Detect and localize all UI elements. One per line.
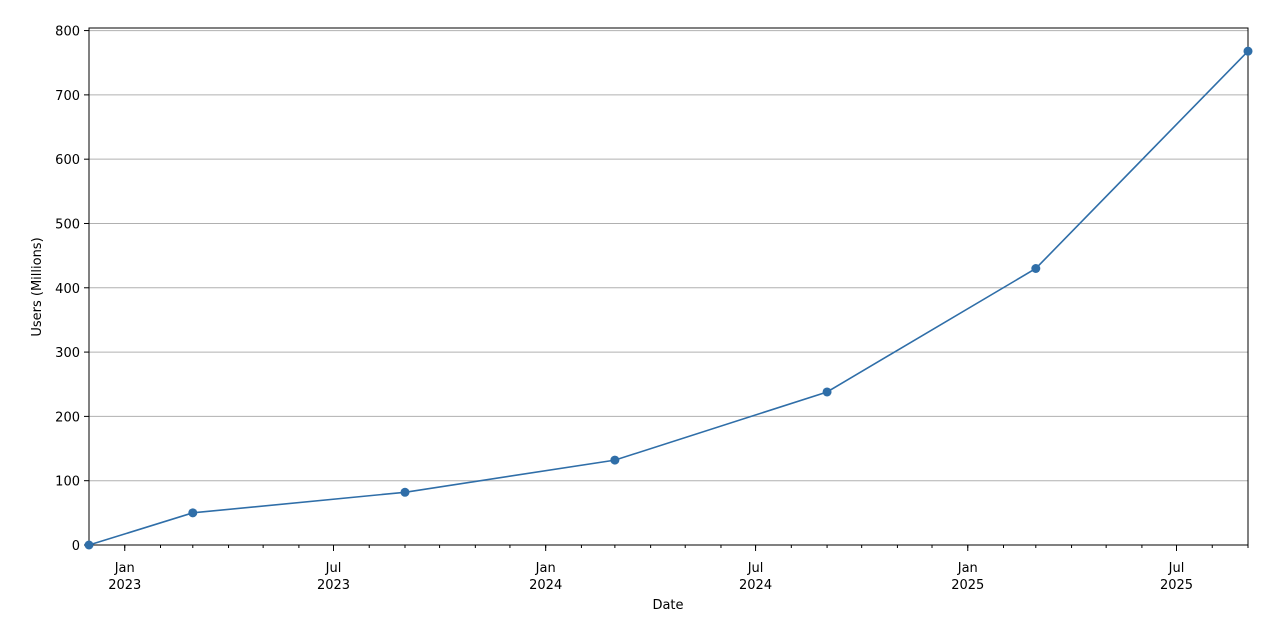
x-tick-label: Jul 2024 — [739, 561, 772, 593]
x-tick-label: Jan 2024 — [529, 561, 562, 593]
x-tick-label: Jul 2025 — [1160, 561, 1193, 593]
plot-frame — [88, 27, 1249, 546]
x-axis-label: Date — [652, 598, 683, 613]
y-tick-label: 500 — [55, 217, 80, 232]
y-tick-label: 100 — [55, 475, 80, 490]
y-tick-label: 0 — [72, 539, 80, 554]
y-tick-label: 800 — [55, 25, 80, 40]
point — [822, 387, 832, 397]
y-axis-label: Users (Millions) — [30, 237, 45, 336]
point — [400, 487, 410, 497]
line — [88, 50, 1249, 546]
x-tick-label: Jul 2023 — [317, 561, 350, 593]
x-tick-label: Jan 2023 — [108, 561, 141, 593]
y-tick-label: 600 — [55, 153, 80, 168]
y-tick-label: 700 — [55, 89, 80, 104]
y-tick-label: 400 — [55, 282, 80, 297]
point — [610, 455, 620, 465]
y-tick-label: 200 — [55, 410, 80, 425]
point — [1243, 46, 1253, 56]
point — [188, 508, 198, 518]
point — [84, 540, 94, 550]
y-tick-label: 300 — [55, 346, 80, 361]
point — [1031, 263, 1041, 273]
x-tick-label: Jan 2025 — [951, 561, 984, 593]
